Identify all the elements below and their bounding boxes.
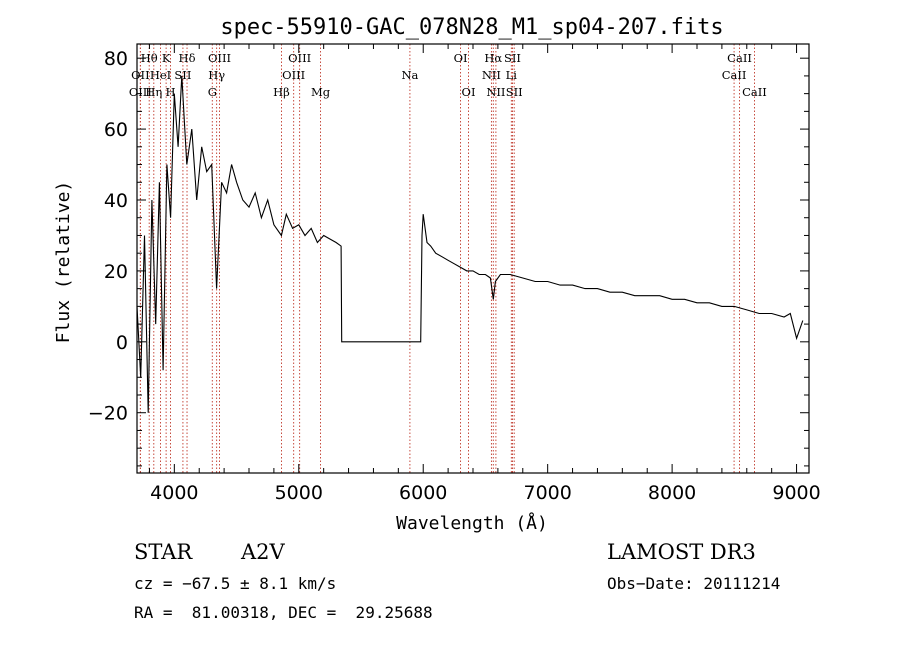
spectral-line-label: OIII xyxy=(288,51,311,65)
spectral-line-label: OI xyxy=(454,51,468,65)
spectral-line-label: OIII xyxy=(208,51,231,65)
spectral-line-label: CaII xyxy=(722,68,747,82)
x-tick-label: 4000 xyxy=(150,482,198,504)
spectral-line-label: Hγ xyxy=(208,68,225,82)
spectral-line-label: CaII xyxy=(727,51,752,65)
spectral-line-label: OI xyxy=(462,85,476,99)
spectral-line-label: SII xyxy=(174,68,191,82)
y-tick-label: 80 xyxy=(104,48,128,70)
spectral-line-label: Hη xyxy=(145,85,162,99)
survey-name: LAMOST DR3 xyxy=(607,540,756,564)
spectral-line-label: NII xyxy=(486,85,505,99)
spectral-line-label: CaII xyxy=(742,85,767,99)
plot-frame xyxy=(136,43,810,474)
x-axis-label: Wavelength (Å) xyxy=(396,512,548,534)
redshift-cz: cz = −67.5 ± 8.1 km/s xyxy=(134,574,337,593)
x-tick-label: 7000 xyxy=(523,482,571,504)
x-tick-label: 8000 xyxy=(648,482,696,504)
spectral-line-label: OIII xyxy=(282,68,305,82)
spectral-line-label: Mg xyxy=(311,85,331,99)
spectral-line-label: Hβ xyxy=(273,85,290,99)
y-axis-label: Flux (relative) xyxy=(53,181,74,344)
coordinates: RA = 81.00318, DEC = 29.25688 xyxy=(134,603,433,622)
spectral-line-label: Hθ xyxy=(141,51,158,65)
object-subclass: A2V xyxy=(241,540,285,564)
spectral-line-label: Li xyxy=(506,68,518,82)
x-tick-label: 5000 xyxy=(275,482,323,504)
spectral-line-label: SII xyxy=(506,85,523,99)
spectral-line-label: SII xyxy=(504,51,521,65)
y-tick-label: 40 xyxy=(104,190,128,212)
spectral-line-label: H xyxy=(165,85,175,99)
y-tick-label: −20 xyxy=(88,403,128,425)
x-tick-label: 6000 xyxy=(399,482,447,504)
spectral-line-label: G xyxy=(208,85,217,99)
spectral-line-markers xyxy=(139,44,755,473)
spectral-line-label: Hδ xyxy=(179,51,196,65)
x-tick-label: 9000 xyxy=(772,482,820,504)
y-tick-label: 0 xyxy=(116,332,128,354)
y-tick-label: 20 xyxy=(104,261,128,283)
spectrum-line xyxy=(136,75,804,413)
spectral-line-label: OIII xyxy=(129,85,152,99)
spectral-line-label: HeI xyxy=(150,68,171,82)
spectral-line-label: Hα xyxy=(484,51,502,65)
spectral-line-label: NII xyxy=(482,68,501,82)
x-axis-ticks: 4000 5000 6000 7000 8000 9000 xyxy=(148,44,821,504)
observation-date: Obs−Date: 20111214 xyxy=(607,574,781,593)
y-axis-ticks: −20 0 20 40 60 80 xyxy=(88,48,809,467)
spectral-line-label: K xyxy=(162,51,171,65)
spectral-line-label: OII xyxy=(131,68,150,82)
object-class: STAR xyxy=(134,540,193,564)
spectral-line-label: Na xyxy=(401,68,418,82)
chart-title: spec-55910-GAC_078N28_M1_sp04-207.fits xyxy=(220,15,723,40)
y-tick-label: 60 xyxy=(104,119,128,141)
